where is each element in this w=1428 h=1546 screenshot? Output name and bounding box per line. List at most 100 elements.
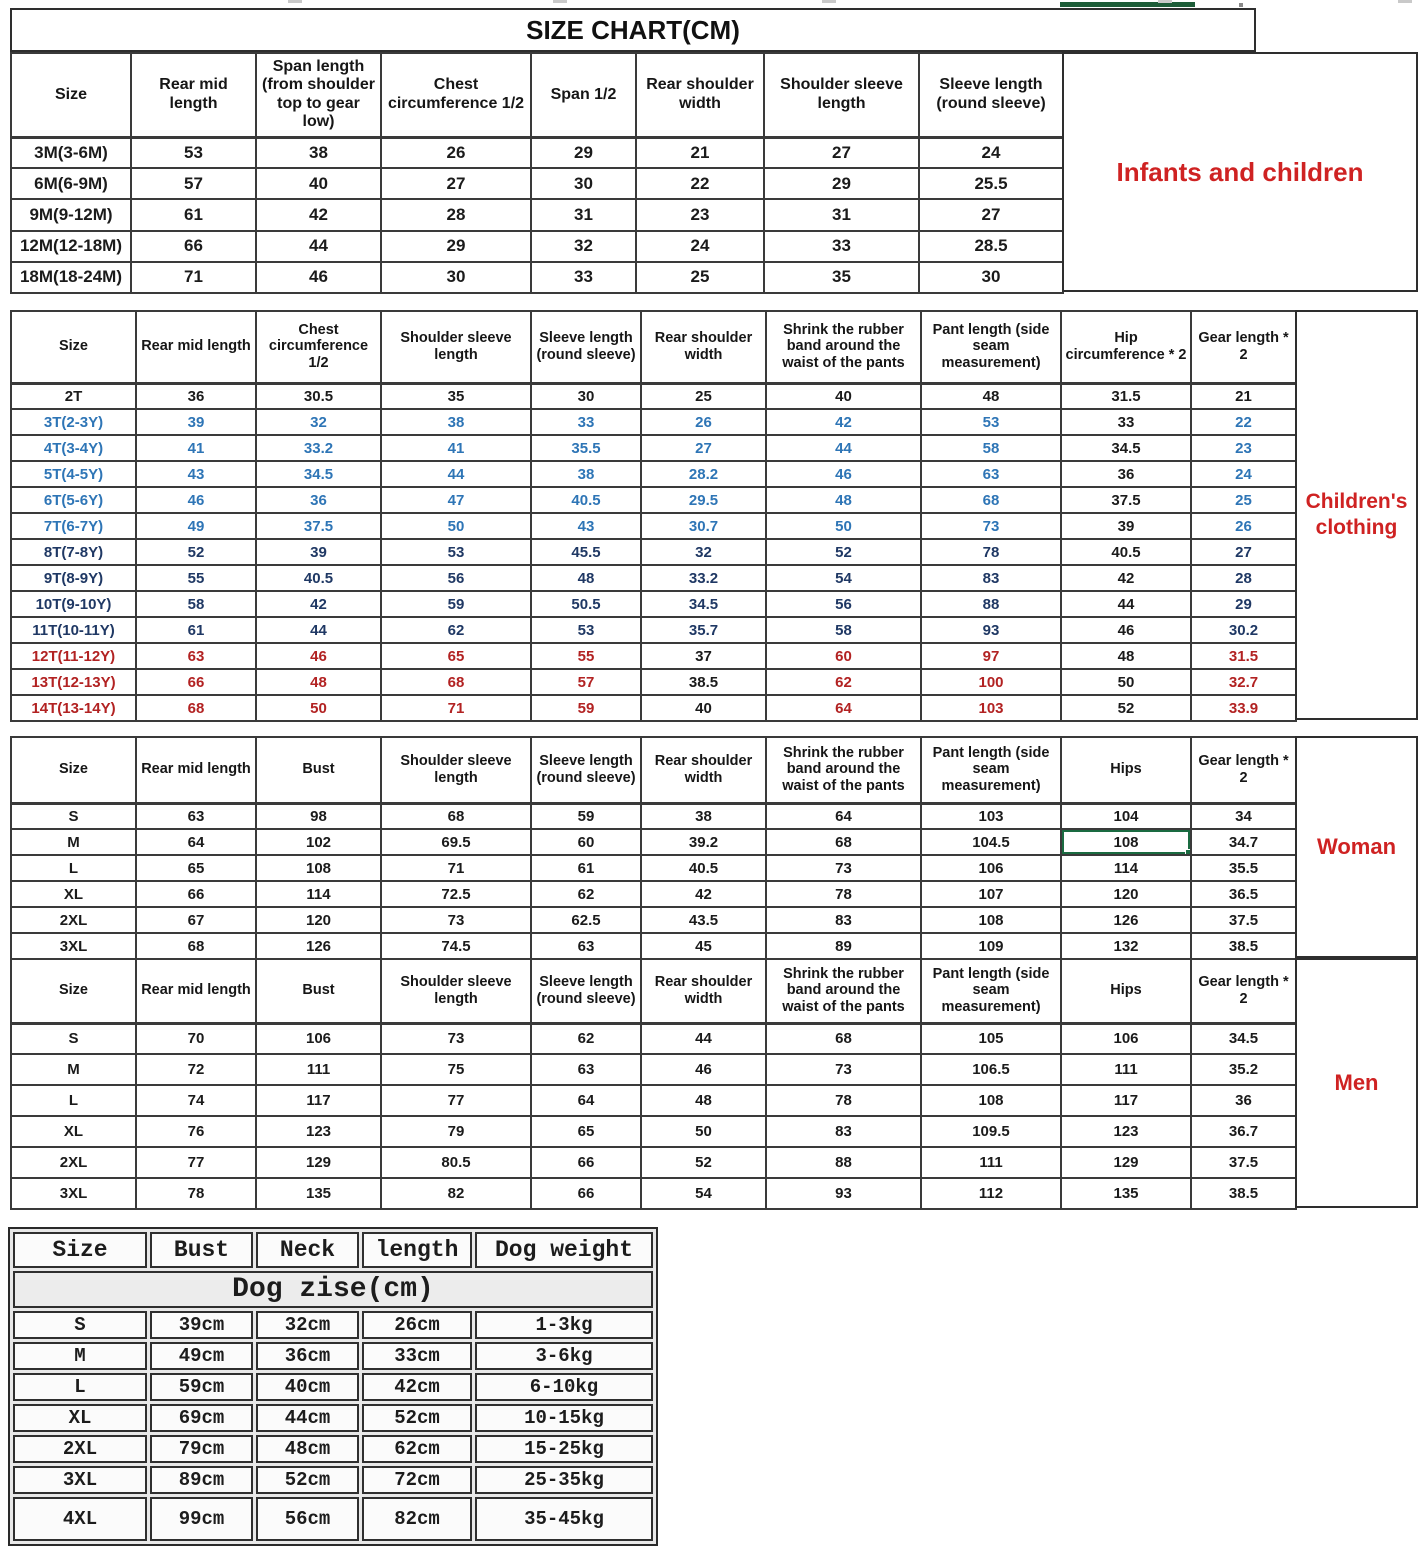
infants-header-cell: Sleeve length (round sleeve) xyxy=(918,52,1064,139)
men-cell: 2XL xyxy=(10,1146,137,1179)
children-cell: 9T(8-9Y) xyxy=(10,564,137,592)
children-cell: 36 xyxy=(255,486,382,514)
woman-cell: 73 xyxy=(380,906,532,934)
children-cell: 43 xyxy=(135,460,257,488)
children-cell: 62 xyxy=(765,668,922,696)
infants-category-label: Infants and children xyxy=(1116,156,1364,187)
dog-cell: 26cm xyxy=(362,1311,472,1339)
woman-cell: 71 xyxy=(380,854,532,882)
dog-cell: 35-45kg xyxy=(475,1497,653,1541)
children-cell: 40 xyxy=(765,382,922,410)
children-cell: 37 xyxy=(640,642,767,670)
woman-cell: 3XL xyxy=(10,932,137,960)
dog-cell: 32cm xyxy=(256,1311,359,1339)
men-cell: 105 xyxy=(920,1022,1062,1055)
excel-selection-bar-artifact xyxy=(1060,2,1195,7)
men-cell: 62 xyxy=(530,1022,642,1055)
children-cell: 44 xyxy=(1060,590,1192,618)
infants-cell: 27 xyxy=(380,167,532,201)
children-cell: 48 xyxy=(1060,642,1192,670)
infants-cell: 12M(12-18M) xyxy=(10,229,132,263)
woman-cell: 106 xyxy=(920,854,1062,882)
dog-cell: 25-35kg xyxy=(475,1466,653,1494)
children-header-cell: Rear mid length xyxy=(135,310,257,385)
children-cell: 26 xyxy=(1190,512,1297,540)
children-cell: 57 xyxy=(530,668,642,696)
woman-cell: 108 xyxy=(255,854,382,882)
dog-header-cell: Dog weight xyxy=(475,1232,653,1268)
infants-cell: 23 xyxy=(635,198,765,232)
infants-cell: 24 xyxy=(635,229,765,263)
children-cell: 38.5 xyxy=(640,668,767,696)
children-cell: 97 xyxy=(920,642,1062,670)
men-cell: 68 xyxy=(765,1022,922,1055)
men-row: XL 76 123 79 65 50 83 109.5 123 36.7 xyxy=(10,1115,1297,1148)
men-cell: 54 xyxy=(640,1177,767,1210)
infants-cell: 21 xyxy=(635,135,765,170)
woman-cell: 39.2 xyxy=(640,828,767,856)
infants-cell: 3M(3-6M) xyxy=(10,135,132,170)
infants-row: 12M(12-18M) 66 44 29 32 24 33 28.5 xyxy=(10,229,1064,263)
men-cell: 77 xyxy=(380,1084,532,1117)
children-header-cell: Size xyxy=(10,310,137,385)
woman-cell: 78 xyxy=(765,880,922,908)
men-cell: 108 xyxy=(920,1084,1062,1117)
woman-cell: 63 xyxy=(135,802,257,830)
children-cell: 21 xyxy=(1190,382,1297,410)
children-header-cell: Rear shoulder width xyxy=(640,310,767,385)
woman-cell: 62.5 xyxy=(530,906,642,934)
dog-cell: 42cm xyxy=(362,1373,472,1401)
infants-header-cell: Chest circumference 1/2 xyxy=(380,52,532,139)
children-cell: 48 xyxy=(765,486,922,514)
children-cell: 43 xyxy=(530,512,642,540)
children-cell: 55 xyxy=(135,564,257,592)
children-cell: 33.2 xyxy=(640,564,767,592)
infants-cell: 66 xyxy=(130,229,257,263)
infants-category-label-box: Infants and children xyxy=(1062,52,1418,292)
dog-cell: 48cm xyxy=(256,1435,359,1463)
men-cell: 74 xyxy=(135,1084,257,1117)
dog-size-table: Dog zise(cm) Size Bust Neck length Dog weight… xyxy=(8,1227,658,1546)
children-header-cell: Chest circumference 1/2 xyxy=(255,310,382,385)
men-header-cell: Bust xyxy=(255,958,382,1025)
children-cell: 5T(4-5Y) xyxy=(10,460,137,488)
woman-cell: 98 xyxy=(255,802,382,830)
children-cell: 3T(2-3Y) xyxy=(10,408,137,436)
children-row: 11T(10-11Y) 61 44 62 53 35.7 58 93 46 30.2 xyxy=(10,616,1297,644)
dog-header-cell: Neck xyxy=(256,1232,359,1268)
infants-cell: 31 xyxy=(530,198,637,232)
men-cell: 106 xyxy=(255,1022,382,1055)
children-cell: 30.5 xyxy=(255,382,382,410)
infants-row: 3M(3-6M) 53 38 26 29 21 27 24 xyxy=(10,135,1064,170)
men-cell: 111 xyxy=(255,1053,382,1086)
men-cell: 46 xyxy=(640,1053,767,1086)
woman-cell: 114 xyxy=(255,880,382,908)
children-cell: 26 xyxy=(640,408,767,436)
dog-cell: 1-3kg xyxy=(475,1311,653,1339)
men-cell: 129 xyxy=(255,1146,382,1179)
children-cell: 42 xyxy=(1060,564,1192,592)
children-cell: 12T(11-12Y) xyxy=(10,642,137,670)
infants-cell: 46 xyxy=(255,260,382,294)
men-header-cell: Sleeve length (round sleeve) xyxy=(530,958,642,1025)
men-size-table: Size Rear mid length Bust Shoulder sleeve l… xyxy=(10,958,1297,1210)
children-row: 10T(9-10Y) 58 42 59 50.5 34.5 56 88 44 29 xyxy=(10,590,1297,618)
woman-cell: 60 xyxy=(530,828,642,856)
woman-category-label-box: Woman xyxy=(1295,736,1418,958)
men-cell: 52 xyxy=(640,1146,767,1179)
infants-cell: 71 xyxy=(130,260,257,294)
men-cell: 117 xyxy=(1060,1084,1192,1117)
men-cell: 77 xyxy=(135,1146,257,1179)
infants-cell: 57 xyxy=(130,167,257,201)
men-cell: 36 xyxy=(1190,1084,1297,1117)
woman-cell: 34 xyxy=(1190,802,1297,830)
dog-cell: 44cm xyxy=(256,1404,359,1432)
children-cell: 58 xyxy=(135,590,257,618)
size-chart-title: SIZE CHART(CM) xyxy=(526,14,740,45)
column-tick-artifact xyxy=(1398,0,1412,3)
men-cell: 106 xyxy=(1060,1022,1192,1055)
children-cell: 46 xyxy=(765,460,922,488)
men-cell: 123 xyxy=(255,1115,382,1148)
infants-cell: 35 xyxy=(763,260,920,294)
dog-cell: L xyxy=(13,1373,147,1401)
